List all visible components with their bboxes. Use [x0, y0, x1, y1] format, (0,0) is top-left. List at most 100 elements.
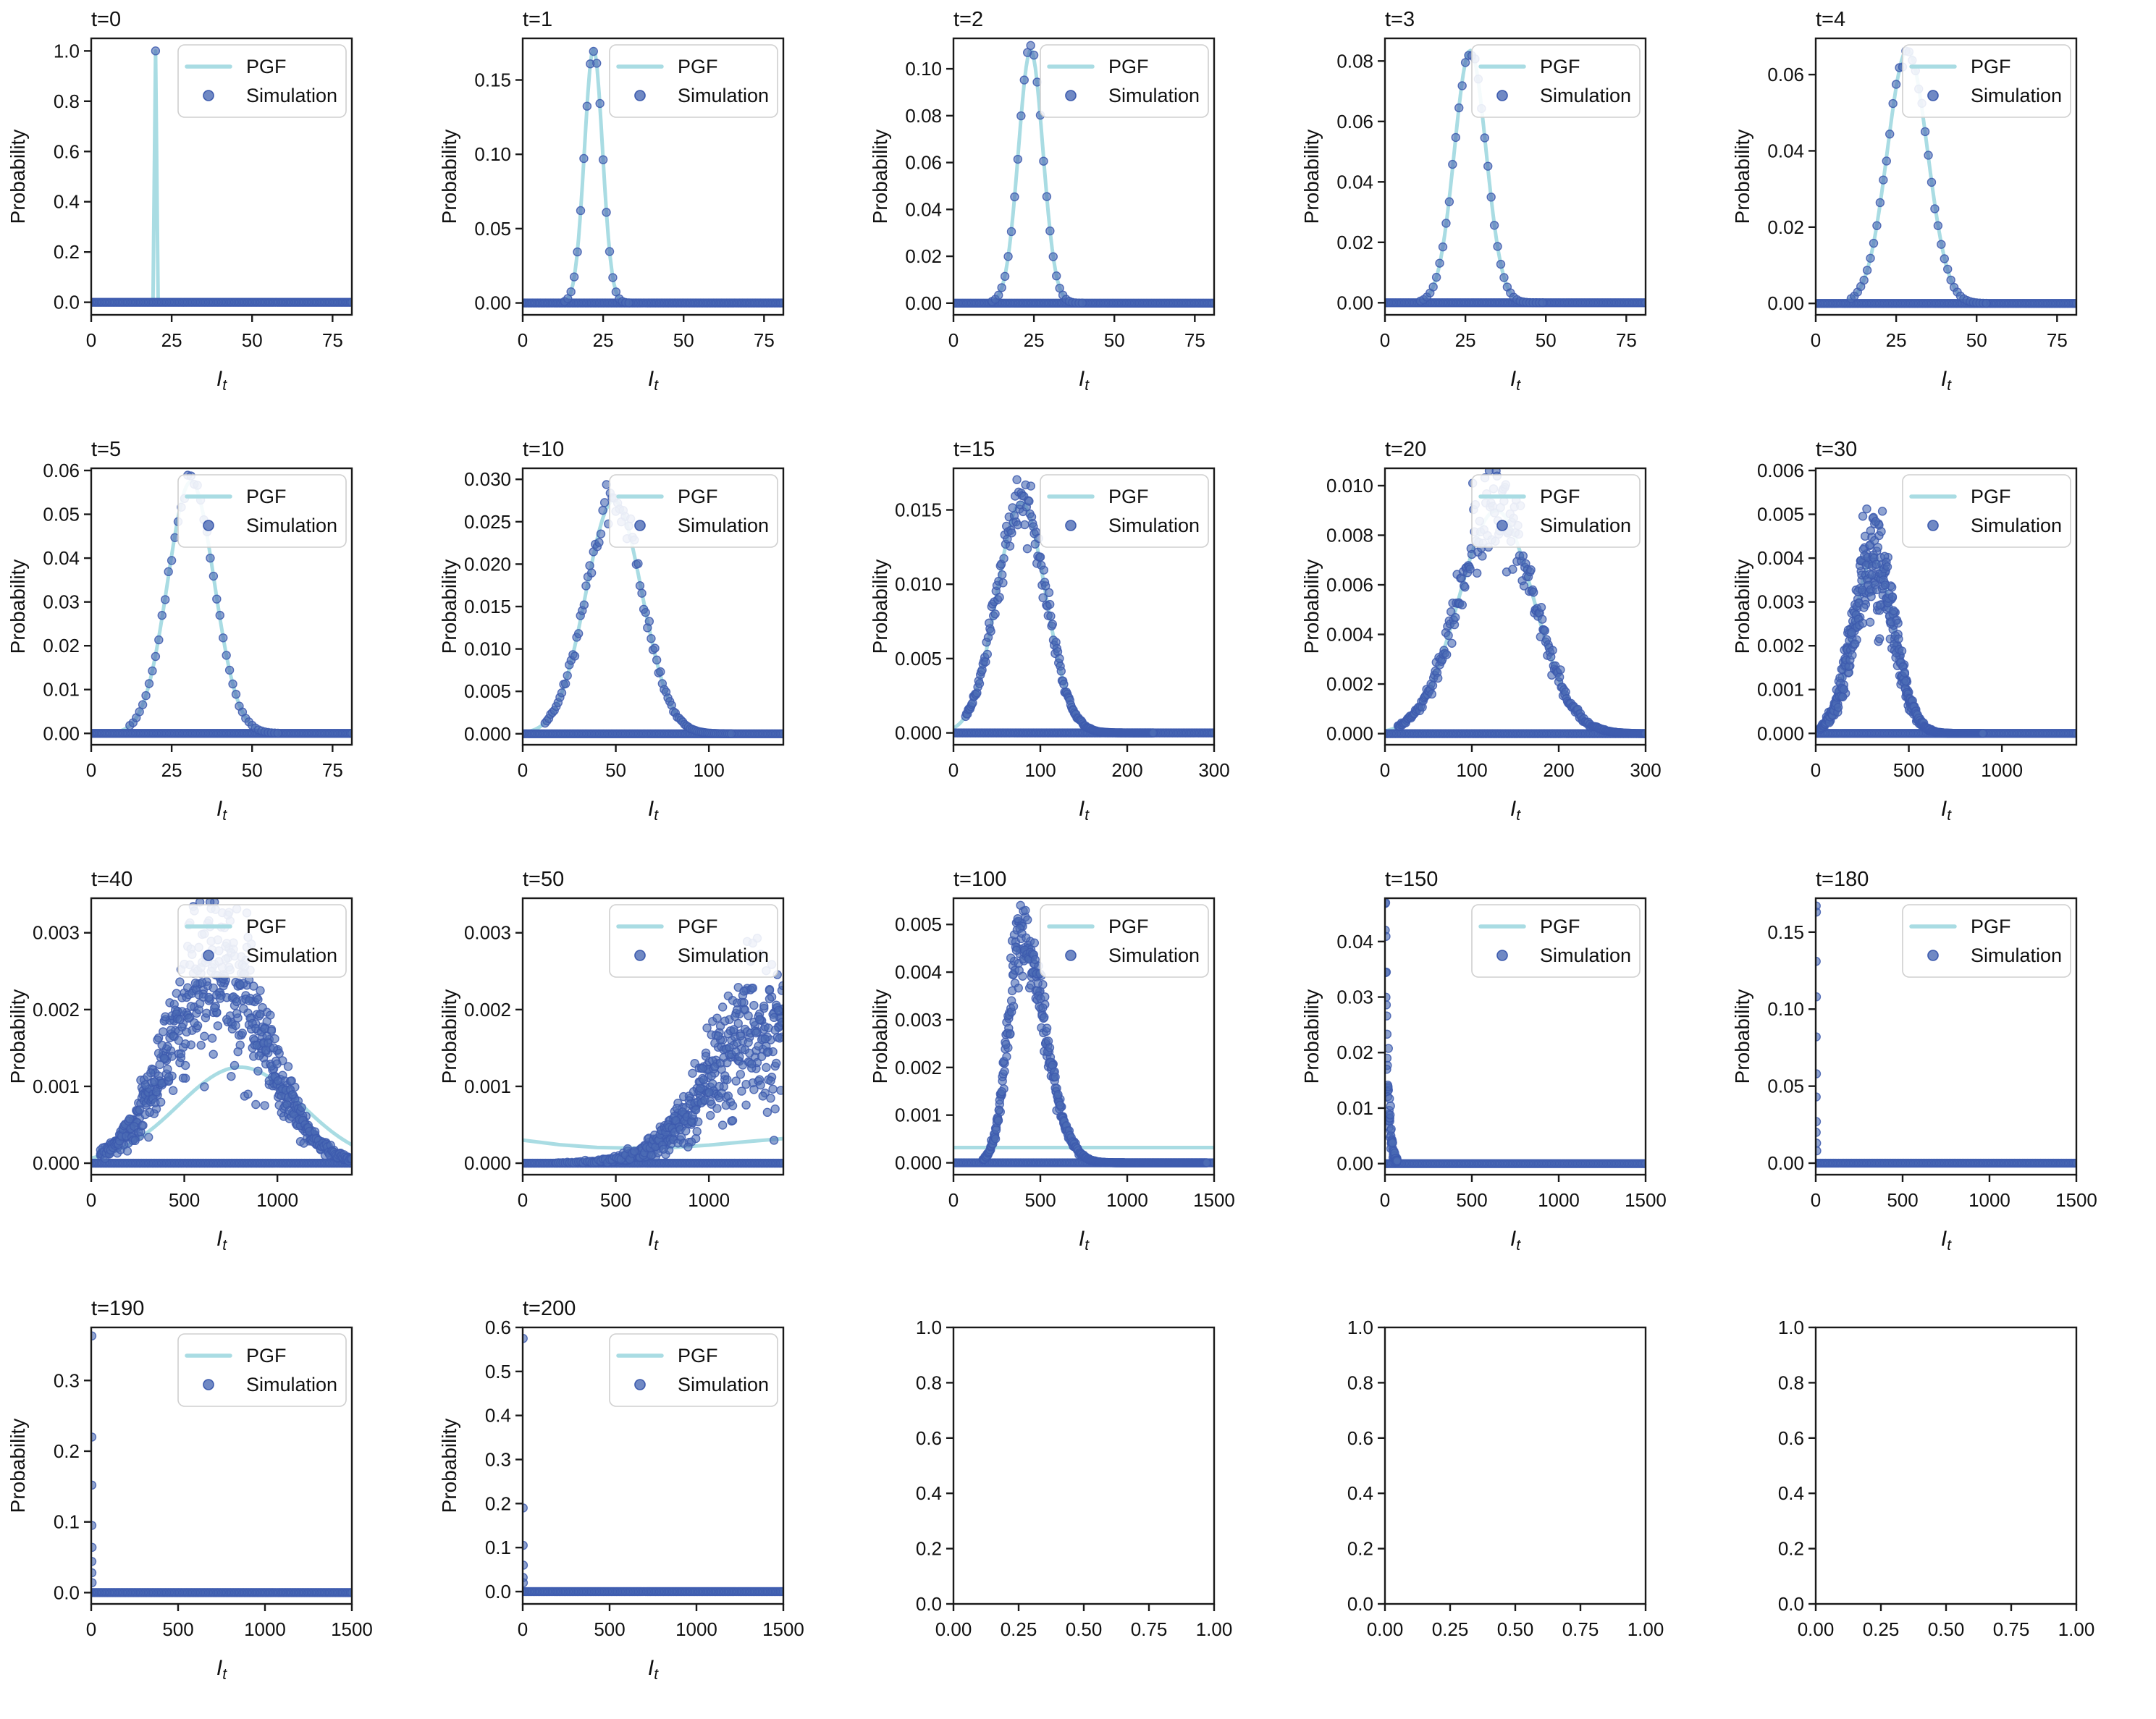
y-tick-label: 0.0	[1347, 1593, 1373, 1615]
plot-area	[522, 46, 783, 308]
x-tick-label: 0	[1811, 329, 1821, 351]
y-axis-label: Probability	[1300, 559, 1323, 654]
legend-pgf-label: PGF	[678, 56, 717, 77]
y-tick-label: 0.02	[1336, 1042, 1373, 1063]
legend-simulation-marker	[633, 949, 646, 961]
x-tick-label: 75	[753, 329, 774, 351]
y-tick-label: 0.005	[895, 913, 942, 935]
y-tick-label: 0.06	[43, 460, 80, 481]
subplot-t5: 0.00 0.01 0.02 0.03 0.04 0.05 0.06 0 25 50 75 t=5 Pr…	[7, 438, 353, 824]
y-axis-label: Probability	[869, 559, 891, 654]
x-tick-label: 0.25	[1431, 1618, 1468, 1640]
y-tick-label: 0.000	[464, 1152, 511, 1174]
y-tick-label: 0.005	[1757, 503, 1804, 525]
legend: PGF Simulation	[608, 473, 778, 548]
x-tick-label: 25	[161, 329, 182, 351]
x-tick-label: 500	[169, 1188, 200, 1210]
y-tick-label: 1.0	[1347, 1317, 1373, 1338]
y-tick-label: 0.1	[54, 1511, 80, 1533]
y-tick-label: 0.2	[54, 1440, 80, 1462]
x-tick-label: 1000	[1106, 1188, 1148, 1210]
tick-marks	[83, 932, 279, 1182]
axes-frame	[1815, 467, 2078, 746]
y-tick-label: 0.01	[1336, 1097, 1373, 1118]
subplot-t150: 0.00 0.01 0.02 0.03 0.04 0 500 1000 1500 t=150 Pro…	[1300, 868, 1667, 1254]
subplot-t3: 0.00 0.02 0.04 0.06 0.08 0 25 50 75 t=3 Probabilit…	[1300, 8, 1646, 394]
y-tick-label: 0.6	[484, 1317, 510, 1338]
x-tick-label: 1500	[2055, 1188, 2097, 1210]
x-tick-label: 500	[594, 1618, 625, 1640]
axes-frame	[952, 37, 1216, 316]
x-tick-label: 0	[948, 759, 959, 781]
tick-labels: 0.000 0.001 0.002 0.003 0 500 1000	[464, 921, 730, 1210]
subplot-cell-t20: 0.000 0.002 0.004 0.006 0.008 0.010 0 100 200 300…	[1294, 430, 1725, 860]
y-tick-label: 0.002	[33, 998, 80, 1020]
plot-area	[1816, 900, 2077, 1167]
x-tick-label: 1500	[762, 1618, 804, 1640]
x-tick-label: 50	[242, 329, 263, 351]
x-tick-label: 0	[1380, 329, 1390, 351]
x-tick-label: 0.75	[1131, 1618, 1168, 1640]
axes-frame	[1384, 37, 1646, 316]
y-tick-label: 0.4	[1778, 1482, 1804, 1504]
subplot-t180: 0.00 0.05 0.10 0.15 0 500 1000 1500 t=180 Probabi…	[1731, 868, 2097, 1254]
axes-frame	[952, 1327, 1216, 1605]
y-tick-label: 0.0	[1778, 1593, 1804, 1615]
tick-labels: 0.0 0.1 0.2 0.3 0.4 0.5 0.6 0 500 1000 1500	[484, 1317, 804, 1640]
x-tick-label: 500	[1887, 1188, 1919, 1210]
y-tick-label: 0.004	[1326, 623, 1373, 645]
axes-frame	[1384, 1327, 1646, 1605]
x-tick-label: 0.50	[1928, 1618, 1965, 1640]
y-tick-label: 0.04	[1336, 930, 1373, 952]
legend-pgf-label: PGF	[1108, 916, 1148, 937]
axes-frame	[1815, 897, 2078, 1175]
subplot-title: t=200	[523, 1297, 576, 1320]
plot-area	[90, 897, 352, 1167]
subplot-title: t=0	[91, 8, 121, 31]
x-tick-label: 0.25	[1001, 1618, 1037, 1640]
legend: PGF Simulation	[608, 44, 778, 118]
subplot-t190: 0.0 0.1 0.2 0.3 0 500 1000 1500 t=190 Probability…	[7, 1297, 373, 1683]
tick-marks	[515, 1327, 784, 1612]
legend: PGF Simulation	[177, 473, 347, 548]
y-tick-label: 0.2	[484, 1493, 510, 1515]
subplot-t1: 0.00 0.05 0.10 0.15 0 25 50 75 t=1 Probability It P…	[438, 8, 784, 394]
y-tick-label: 0.003	[895, 1008, 942, 1030]
legend-simulation-label: Simulation	[1540, 945, 1631, 966]
tick-marks	[1377, 1327, 1646, 1612]
tick-marks	[515, 478, 709, 752]
subplot-cell-empty-1: 0.0 0.2 0.4 0.6 0.8 1.0 0.00 0.25 0.50 0.75 1.00	[862, 1289, 1294, 1719]
plot-area	[90, 46, 352, 307]
y-tick-label: 0.04	[906, 198, 943, 220]
legend-simulation-label: Simulation	[678, 85, 769, 106]
legend-simulation-marker	[203, 1379, 214, 1391]
x-tick-label: 50	[242, 759, 263, 781]
x-tick-label: 1000	[688, 1188, 730, 1210]
y-tick-label: 0.0	[54, 1582, 80, 1604]
tick-labels: 0.0 0.2 0.4 0.6 0.8 1.0 0.00 0.25 0.50 0.75 1.00	[916, 1317, 1232, 1640]
legend-simulation-label: Simulation	[1108, 85, 1200, 106]
y-axis-label: Probability	[1300, 130, 1323, 224]
y-axis-label: Probability	[1731, 130, 1753, 224]
y-tick-label: 1.0	[916, 1317, 942, 1338]
x-axis-label: It	[1941, 797, 1952, 824]
subplot-empty-3: 0.0 0.2 0.4 0.6 0.8 1.0 0.00 0.25 0.50 0.75 1.00	[1778, 1317, 2094, 1640]
tick-marks	[83, 469, 334, 752]
y-tick-label: 0.015	[464, 596, 511, 617]
x-tick-label: 1500	[331, 1618, 373, 1640]
y-tick-label: 0.001	[464, 1075, 511, 1097]
tick-labels: 0.000 0.005 0.010 0.015 0.020 0.025 0.030 0 50 10…	[464, 468, 725, 781]
x-tick-label: 1.00	[1196, 1618, 1233, 1640]
subplot-cell-t40: 0.000 0.001 0.002 0.003 0 500 1000 t=40 Probabil…	[0, 860, 431, 1290]
legend-pgf-label: PGF	[1971, 916, 2010, 937]
axes-frame	[90, 467, 353, 746]
legend: PGF Simulation	[1470, 903, 1641, 978]
y-tick-label: 0.002	[1326, 673, 1373, 695]
y-tick-label: 0.000	[1326, 722, 1373, 744]
subplot-t0: 0.0 0.2 0.4 0.6 0.8 1.0 0 25 50 75 t=0 Probability I…	[7, 8, 353, 394]
x-tick-label: 0	[1811, 1188, 1821, 1210]
y-tick-label: 0.2	[1778, 1538, 1804, 1560]
y-tick-label: 0.004	[895, 961, 942, 983]
y-tick-label: 0.4	[1347, 1482, 1373, 1504]
plot-area	[1384, 897, 1646, 1168]
